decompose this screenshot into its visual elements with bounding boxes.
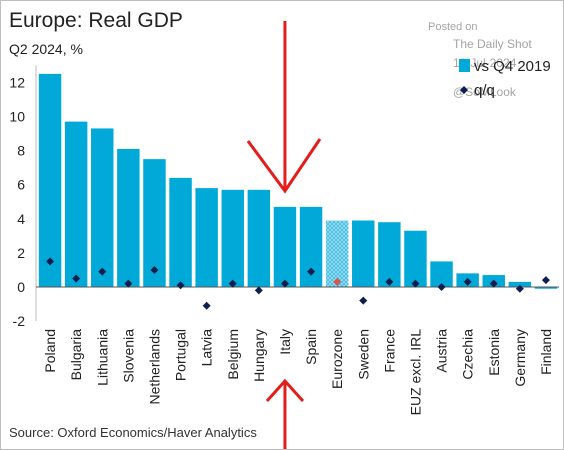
y-tick-label: 2 bbox=[17, 245, 25, 261]
bar-lithuania bbox=[91, 128, 114, 287]
qq-marker-spain bbox=[307, 267, 316, 276]
bar-bulgaria bbox=[64, 121, 88, 288]
x-tick-label: Poland bbox=[42, 329, 58, 373]
qq-marker-estonia bbox=[489, 279, 498, 288]
bar-belgium bbox=[221, 189, 244, 287]
x-tick-label: Lithuania bbox=[94, 329, 110, 386]
x-tick-label: Bulgaria bbox=[68, 329, 84, 381]
bar-netherlands bbox=[143, 159, 166, 287]
qq-marker-latvia bbox=[202, 301, 211, 310]
y-tick-label: 6 bbox=[17, 177, 25, 193]
qq-marker-eurozone bbox=[333, 277, 342, 286]
qq-marker-czechia bbox=[463, 277, 472, 286]
qq-marker-belgium bbox=[228, 279, 237, 288]
bar-eurozone bbox=[325, 220, 349, 287]
x-tick-label: Netherlands bbox=[146, 329, 162, 405]
bar-france bbox=[378, 222, 401, 287]
chart-subtitle: Q2 2024, % bbox=[9, 41, 83, 57]
y-tick-label: 8 bbox=[17, 143, 25, 159]
qq-marker-italy bbox=[280, 279, 289, 288]
x-tick-label: Austria bbox=[434, 329, 450, 373]
bar-germany bbox=[508, 281, 532, 287]
bar-sweden bbox=[352, 220, 375, 287]
x-tick-label: Belgium bbox=[225, 329, 241, 380]
y-tick-label: 0 bbox=[17, 279, 25, 295]
y-tick-label: -2 bbox=[13, 313, 26, 329]
arrow-up-head bbox=[265, 378, 305, 403]
bar-italy bbox=[273, 206, 297, 287]
arrow-down-head bbox=[246, 138, 322, 194]
x-tick-label: Germany bbox=[512, 329, 528, 387]
bar-poland bbox=[38, 73, 62, 287]
bar-latvia bbox=[195, 188, 218, 287]
bar-portugal bbox=[169, 177, 192, 287]
bar-austria bbox=[430, 261, 453, 287]
qq-marker-germany bbox=[515, 284, 524, 293]
y-tick-label: 12 bbox=[9, 74, 25, 90]
bar-slovenia bbox=[117, 148, 140, 287]
bar-spain bbox=[299, 206, 323, 287]
legend-swatch-bar bbox=[459, 59, 470, 72]
qq-marker-france bbox=[385, 277, 394, 286]
y-tick-label: 10 bbox=[9, 109, 25, 125]
qq-marker-euz-excl-irl bbox=[411, 279, 420, 288]
legend-swatch-marker bbox=[460, 86, 468, 94]
qq-marker-austria bbox=[437, 283, 446, 291]
legend-label-vs-q4-2019: vs Q4 2019 bbox=[474, 58, 551, 75]
source-note: Source: Oxford Economics/Haver Analytics bbox=[9, 425, 257, 440]
qq-marker-finland bbox=[541, 276, 550, 285]
x-tick-label: Spain bbox=[303, 329, 319, 365]
qq-marker-poland bbox=[46, 257, 55, 266]
x-tick-label: EUZ excl. IRL bbox=[407, 329, 423, 416]
qq-marker-slovenia bbox=[124, 279, 133, 288]
x-tick-label: Hungary bbox=[251, 329, 267, 382]
x-tick-label: Eurozone bbox=[329, 329, 345, 389]
x-tick-label: Slovenia bbox=[120, 329, 136, 383]
bar-hungary bbox=[247, 189, 271, 287]
y-tick-label: 4 bbox=[17, 211, 25, 227]
qq-marker-lithuania bbox=[98, 267, 107, 276]
chart-title: Europe: Real GDP bbox=[9, 9, 183, 32]
qq-marker-bulgaria bbox=[72, 274, 81, 283]
x-tick-label: Sweden bbox=[355, 329, 371, 380]
x-tick-label: Italy bbox=[277, 329, 293, 355]
legend-label-qq: q/q bbox=[474, 82, 495, 99]
bar-euz-excl-irl bbox=[404, 230, 427, 287]
bar-finland bbox=[534, 287, 558, 289]
x-tick-label: Czechia bbox=[460, 329, 476, 380]
x-tick-label: Latvia bbox=[199, 329, 215, 367]
watermark-posted-on: Posted on bbox=[428, 21, 478, 33]
x-tick-label: France bbox=[381, 329, 397, 373]
x-tick-label: Estonia bbox=[486, 329, 502, 376]
watermark-handle: @SoMLook bbox=[453, 85, 516, 99]
qq-marker-netherlands bbox=[150, 265, 159, 274]
x-tick-label: Finland bbox=[538, 329, 554, 375]
qq-marker-hungary bbox=[254, 286, 263, 295]
x-tick-label: Portugal bbox=[173, 329, 189, 381]
watermark-daily-shot: The Daily Shot bbox=[453, 37, 532, 51]
qq-marker-sweden bbox=[359, 296, 368, 305]
qq-marker-portugal bbox=[176, 281, 185, 290]
